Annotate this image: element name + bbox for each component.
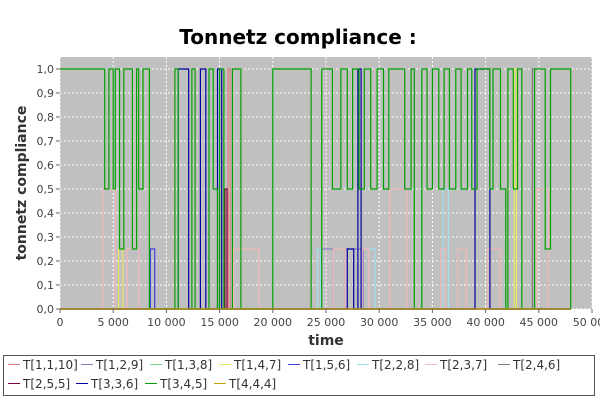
legend-swatch <box>288 364 300 365</box>
y-tick-label-5: 0,5 <box>37 183 55 196</box>
legend-item: T[3,4,5] <box>145 377 207 391</box>
legend-swatch <box>357 364 369 365</box>
x-tick-label-3: 15 000 <box>200 316 239 329</box>
x-tick-label-8: 40 000 <box>466 316 505 329</box>
y-tick-label-1: 0,1 <box>37 279 55 292</box>
x-axis-ticks: 0 5 000 10 000 15 000 20 000 25 000 30 000 35 0… <box>57 309 600 329</box>
y-tick-label-0: 0,0 <box>37 303 55 316</box>
legend-label: T[4,4,4] <box>229 377 276 391</box>
y-tick-label-10: 1,0 <box>37 63 55 76</box>
legend-item: T[1,4,7] <box>219 358 281 372</box>
legend-swatch <box>8 364 20 365</box>
x-tick-label-4: 20 000 <box>254 316 293 329</box>
legend-label: T[1,4,7] <box>234 358 281 372</box>
y-tick-label-3: 0,3 <box>37 231 55 244</box>
legend-swatch <box>8 383 20 384</box>
legend-item: T[1,3,8] <box>150 358 212 372</box>
x-tick-label-1: 5 000 <box>97 316 129 329</box>
legend-label: T[2,3,7] <box>440 358 487 372</box>
y-tick-label-4: 0,4 <box>37 207 55 220</box>
legend-label: T[2,5,5] <box>23 377 70 391</box>
y-tick-label-9: 0,9 <box>37 87 55 100</box>
legend-item: T[3,3,6] <box>76 377 138 391</box>
legend-swatch <box>150 364 162 365</box>
x-tick-label-0: 0 <box>57 316 64 329</box>
legend-label: T[2,2,8] <box>372 358 419 372</box>
y-tick-label-7: 0,7 <box>37 135 55 148</box>
legend: T[1,1,10] T[1,2,9] T[1,3,8] T[1,4,7] T[1,5,6… <box>3 355 595 396</box>
legend-swatch <box>425 364 437 365</box>
legend-swatch <box>498 364 510 365</box>
x-axis-label: time <box>308 333 344 349</box>
legend-item: T[4,4,4] <box>214 377 276 391</box>
legend-label: T[1,2,9] <box>96 358 143 372</box>
legend-label: T[3,3,6] <box>91 377 138 391</box>
x-tick-label-7: 35 000 <box>413 316 452 329</box>
legend-swatch <box>76 383 88 384</box>
legend-swatch <box>145 383 157 384</box>
y-tick-label-8: 0,8 <box>37 111 55 124</box>
y-tick-label-2: 0,2 <box>37 255 55 268</box>
legend-item: T[1,2,9] <box>81 358 143 372</box>
legend-label: T[1,3,8] <box>165 358 212 372</box>
y-axis-label: tonnetz compliance <box>14 106 30 261</box>
legend-item: T[1,5,6] <box>288 358 350 372</box>
y-axis-ticks: 0,0 0,1 0,2 0,3 0,4 0,5 0,6 0,7 0,8 0,9 1,0 <box>37 63 61 316</box>
x-tick-label-10: 50 000 <box>573 316 600 329</box>
legend-label: T[3,4,5] <box>160 377 207 391</box>
legend-item: T[2,4,6] <box>498 358 560 372</box>
y-tick-label-6: 0,6 <box>37 159 55 172</box>
legend-swatch <box>214 383 226 384</box>
legend-item: T[2,2,8] <box>357 358 419 372</box>
x-tick-label-5: 25 000 <box>307 316 346 329</box>
x-tick-label-9: 45 000 <box>520 316 559 329</box>
legend-label: T[2,4,6] <box>513 358 560 372</box>
legend-swatch <box>81 364 93 365</box>
legend-item: T[2,5,5] <box>8 377 70 391</box>
legend-swatch <box>219 364 231 365</box>
legend-label: T[1,5,6] <box>303 358 350 372</box>
legend-item: T[2,3,7] <box>425 358 487 372</box>
chart: Tonnetz compliance : 0 5 000 10 000 15 000 2… <box>0 0 600 355</box>
chart-title: Tonnetz compliance : <box>179 25 417 49</box>
legend-label: T[1,1,10] <box>23 358 78 372</box>
x-tick-label-6: 30 000 <box>360 316 399 329</box>
x-tick-label-2: 10 000 <box>147 316 186 329</box>
legend-item: T[1,1,10] <box>8 358 78 372</box>
